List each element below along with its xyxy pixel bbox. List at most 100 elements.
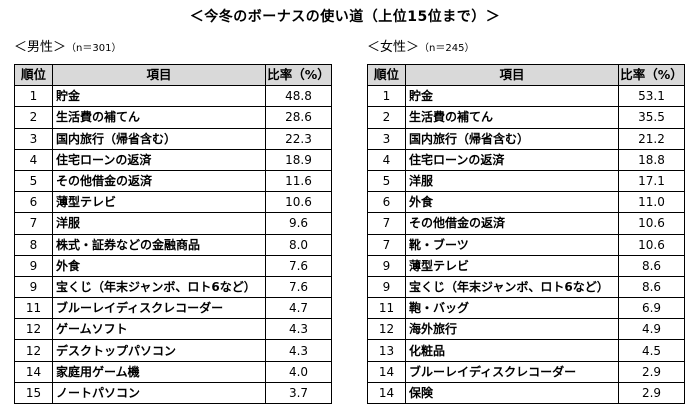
item-cell: 住宅ローンの返済 [52, 148, 266, 171]
table-row: 11 鞄・バッグ 6.9 [367, 297, 685, 320]
female-caption: ＜女性＞（n＝245） [367, 36, 474, 55]
header-rank: 順位 [14, 63, 53, 87]
item-cell: 生活費の補てん [52, 106, 266, 129]
percent-cell: 10.6 [618, 212, 685, 235]
percent-cell: 2.9 [618, 360, 685, 383]
table-row: 6 薄型テレビ 10.6 [14, 191, 332, 214]
table-header-row: 順位 項目 比率（%） [367, 63, 685, 87]
item-cell: 株式・証券などの金融商品 [52, 233, 266, 256]
percent-cell: 2.9 [618, 381, 685, 405]
table-row: 3 国内旅行（帰省含む） 22.3 [14, 127, 332, 150]
item-cell: 鞄・バッグ [405, 297, 619, 320]
rank-cell: 13 [367, 339, 406, 362]
table-row: 12 海外旅行 4.9 [367, 318, 685, 341]
item-cell: その他借金の返済 [405, 212, 619, 235]
rank-cell: 9 [367, 254, 406, 277]
percent-cell: 8.6 [618, 275, 685, 299]
percent-cell: 6.9 [618, 297, 685, 320]
rank-cell: 7 [14, 212, 53, 235]
item-cell: 海外旅行 [405, 318, 619, 341]
table-row: 4 住宅ローンの返済 18.8 [367, 148, 685, 171]
table-row: 3 国内旅行（帰省含む） 21.2 [367, 127, 685, 150]
rank-cell: 9 [14, 254, 53, 277]
item-cell: 国内旅行（帰省含む） [405, 127, 619, 150]
percent-cell: 4.7 [265, 297, 332, 320]
percent-cell: 4.5 [618, 339, 685, 362]
item-cell: ブルーレイディスクレコーダー [52, 297, 266, 320]
rank-cell: 6 [14, 191, 53, 214]
item-cell: 外食 [405, 191, 619, 214]
percent-cell: 7.6 [265, 254, 332, 277]
rank-cell: 12 [367, 318, 406, 341]
item-cell: 宝くじ（年末ジャンボ、ロト6など） [52, 275, 266, 299]
table-row: 9 外食 7.6 [14, 254, 332, 277]
header-percent: 比率（%） [265, 63, 332, 87]
rank-cell: 2 [14, 106, 53, 129]
table-row: 6 外食 11.0 [367, 191, 685, 214]
percent-cell: 48.8 [265, 85, 332, 108]
item-cell: その他借金の返済 [52, 169, 266, 193]
table-row: 11 ブルーレイディスクレコーダー 4.7 [14, 297, 332, 320]
percent-cell: 7.6 [265, 275, 332, 299]
percent-cell: 17.1 [618, 169, 685, 193]
table-header-row: 順位 項目 比率（%） [14, 63, 332, 87]
item-cell: 洋服 [405, 169, 619, 193]
item-cell: 薄型テレビ [405, 254, 619, 277]
table-row: 12 デスクトップパソコン 4.3 [14, 339, 332, 362]
table-row: 15 ノートパソコン 3.7 [14, 381, 332, 405]
rank-cell: 9 [367, 275, 406, 299]
item-cell: 宝くじ（年末ジャンボ、ロト6など） [405, 275, 619, 299]
table-row: 13 化粧品 4.5 [367, 339, 685, 362]
item-cell: ノートパソコン [52, 381, 266, 405]
table-row: 12 ゲームソフト 4.3 [14, 318, 332, 341]
percent-cell: 22.3 [265, 127, 332, 150]
header-item: 項目 [52, 63, 266, 87]
item-cell: 化粧品 [405, 339, 619, 362]
rank-cell: 3 [367, 127, 406, 150]
table-row: 2 生活費の補てん 28.6 [14, 106, 332, 129]
percent-cell: 4.0 [265, 360, 332, 383]
item-cell: 貯金 [405, 85, 619, 108]
item-cell: 家庭用ゲーム機 [52, 360, 266, 383]
table-row: 5 その他借金の返済 11.6 [14, 169, 332, 193]
percent-cell: 9.6 [265, 212, 332, 235]
male-caption: ＜男性＞（n＝301） [14, 36, 121, 55]
header-item: 項目 [405, 63, 619, 87]
table-row: 14 家庭用ゲーム機 4.0 [14, 360, 332, 383]
item-cell: 薄型テレビ [52, 191, 266, 214]
item-cell: デスクトップパソコン [52, 339, 266, 362]
percent-cell: 4.3 [265, 318, 332, 341]
item-cell: ゲームソフト [52, 318, 266, 341]
table-row: 14 ブルーレイディスクレコーダー 2.9 [367, 360, 685, 383]
rank-cell: 6 [367, 191, 406, 214]
percent-cell: 11.6 [265, 169, 332, 193]
item-cell: 貯金 [52, 85, 266, 108]
table-row: 14 保険 2.9 [367, 381, 685, 405]
rank-cell: 9 [14, 275, 53, 299]
male-ranking-table: 順位 項目 比率（%） 1 貯金 48.8 2 生活費の補てん 28.6 3 国内旅行（帰省含… [14, 63, 332, 405]
rank-cell: 8 [14, 233, 53, 256]
table-row: 9 宝くじ（年末ジャンボ、ロト6など） 7.6 [14, 275, 332, 299]
rank-cell: 7 [367, 212, 406, 235]
percent-cell: 11.0 [618, 191, 685, 214]
item-cell: 生活費の補てん [405, 106, 619, 129]
percent-cell: 10.6 [618, 233, 685, 256]
rank-cell: 5 [14, 169, 53, 193]
rank-cell: 12 [14, 318, 53, 341]
table-row: 2 生活費の補てん 35.5 [367, 106, 685, 129]
table-row: 7 その他借金の返済 10.6 [367, 212, 685, 235]
rank-cell: 7 [367, 233, 406, 256]
item-cell: 洋服 [52, 212, 266, 235]
rank-cell: 4 [367, 148, 406, 171]
rank-cell: 3 [14, 127, 53, 150]
rank-cell: 5 [367, 169, 406, 193]
item-cell: 靴・ブーツ [405, 233, 619, 256]
female-ranking-table: 順位 項目 比率（%） 1 貯金 53.1 2 生活費の補てん 35.5 3 国内旅行（帰省含… [367, 63, 685, 405]
item-cell: 国内旅行（帰省含む） [52, 127, 266, 150]
item-cell: 保険 [405, 381, 619, 405]
table-row: 1 貯金 53.1 [367, 85, 685, 108]
percent-cell: 53.1 [618, 85, 685, 108]
percent-cell: 4.3 [265, 339, 332, 362]
rank-cell: 2 [367, 106, 406, 129]
percent-cell: 8.6 [618, 254, 685, 277]
